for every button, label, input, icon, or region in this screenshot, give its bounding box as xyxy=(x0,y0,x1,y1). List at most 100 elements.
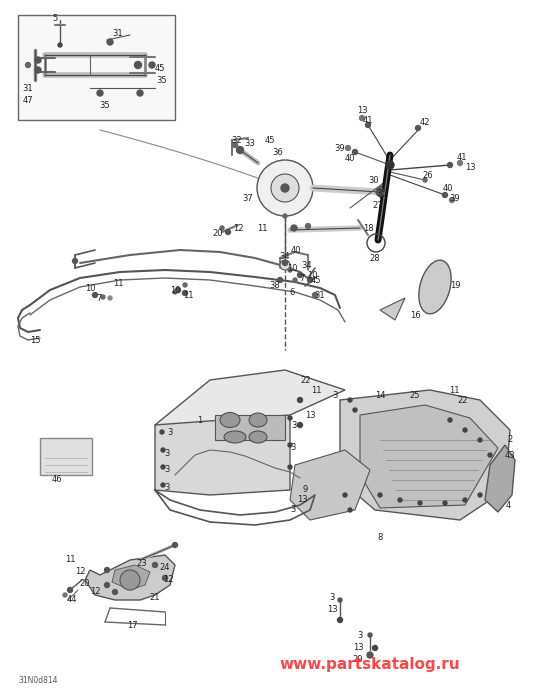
Circle shape xyxy=(463,428,467,432)
Circle shape xyxy=(105,582,110,587)
Circle shape xyxy=(163,575,168,580)
Circle shape xyxy=(282,261,287,265)
Circle shape xyxy=(297,272,302,277)
Circle shape xyxy=(348,508,352,512)
Circle shape xyxy=(35,57,41,63)
Text: 41: 41 xyxy=(363,115,373,124)
Circle shape xyxy=(183,291,187,295)
Circle shape xyxy=(366,122,371,127)
Text: 20: 20 xyxy=(213,229,223,238)
Text: 10: 10 xyxy=(287,263,297,272)
Text: 24: 24 xyxy=(159,564,170,573)
Text: 21: 21 xyxy=(150,593,160,601)
Text: 11: 11 xyxy=(183,291,193,300)
Text: 36: 36 xyxy=(273,147,284,156)
Text: 35: 35 xyxy=(157,76,168,85)
Text: 16: 16 xyxy=(410,311,420,320)
Text: 31: 31 xyxy=(315,291,325,300)
Circle shape xyxy=(226,229,230,234)
Text: 31N0d814: 31N0d814 xyxy=(18,676,57,685)
Circle shape xyxy=(458,161,462,165)
Text: 47: 47 xyxy=(23,95,33,104)
Ellipse shape xyxy=(419,260,451,314)
Text: 3: 3 xyxy=(329,594,335,603)
Circle shape xyxy=(345,145,351,151)
Text: 9: 9 xyxy=(302,486,308,495)
Circle shape xyxy=(368,633,372,637)
Circle shape xyxy=(373,646,378,651)
Circle shape xyxy=(101,295,105,299)
Text: 3: 3 xyxy=(164,448,170,457)
Circle shape xyxy=(149,62,155,68)
Text: 6: 6 xyxy=(289,288,295,297)
Polygon shape xyxy=(215,415,285,440)
Circle shape xyxy=(288,416,292,420)
Text: 34: 34 xyxy=(280,252,291,261)
Circle shape xyxy=(291,225,297,231)
Text: 3: 3 xyxy=(291,443,296,452)
Circle shape xyxy=(176,288,180,293)
Text: 39: 39 xyxy=(335,143,345,152)
Text: 38: 38 xyxy=(270,281,280,290)
Text: 10: 10 xyxy=(170,286,180,295)
Circle shape xyxy=(173,290,177,294)
Text: 35: 35 xyxy=(376,188,387,197)
Text: 15: 15 xyxy=(30,336,40,345)
Text: 14: 14 xyxy=(375,391,385,400)
Circle shape xyxy=(353,408,357,412)
FancyBboxPatch shape xyxy=(40,438,92,475)
Circle shape xyxy=(308,277,313,282)
Circle shape xyxy=(367,652,373,658)
Text: 43: 43 xyxy=(505,450,516,459)
Text: 10: 10 xyxy=(85,284,95,293)
Text: 35: 35 xyxy=(100,101,110,110)
Circle shape xyxy=(63,593,67,597)
Circle shape xyxy=(92,293,98,297)
Text: 3: 3 xyxy=(332,391,338,400)
Circle shape xyxy=(271,174,299,202)
Text: 12: 12 xyxy=(233,224,243,233)
Circle shape xyxy=(418,501,422,505)
Circle shape xyxy=(160,430,164,434)
Circle shape xyxy=(105,568,110,573)
Circle shape xyxy=(120,570,140,590)
Circle shape xyxy=(313,293,317,297)
Circle shape xyxy=(352,149,358,154)
Text: 33: 33 xyxy=(245,138,256,147)
Circle shape xyxy=(288,465,292,469)
Circle shape xyxy=(257,160,313,216)
Text: 40: 40 xyxy=(291,245,301,254)
Circle shape xyxy=(283,214,287,218)
Text: 3: 3 xyxy=(357,630,362,639)
Text: 28: 28 xyxy=(369,254,380,263)
Circle shape xyxy=(378,493,382,497)
Circle shape xyxy=(280,260,290,270)
Circle shape xyxy=(398,498,402,502)
Circle shape xyxy=(233,142,237,147)
Circle shape xyxy=(288,268,292,272)
Polygon shape xyxy=(290,450,370,520)
Text: 13: 13 xyxy=(304,411,315,420)
Ellipse shape xyxy=(249,431,267,443)
Text: 31: 31 xyxy=(113,28,124,38)
Text: 11: 11 xyxy=(257,224,267,233)
Text: 10: 10 xyxy=(307,270,317,279)
Text: 7: 7 xyxy=(299,274,304,282)
Circle shape xyxy=(488,453,492,457)
Text: 13: 13 xyxy=(357,106,367,115)
Text: 3: 3 xyxy=(291,505,296,514)
Text: 12: 12 xyxy=(90,587,100,596)
Circle shape xyxy=(72,259,77,263)
Circle shape xyxy=(97,90,103,96)
Text: 11: 11 xyxy=(311,386,321,395)
Circle shape xyxy=(220,226,224,230)
Circle shape xyxy=(281,184,289,192)
Circle shape xyxy=(35,67,41,73)
Circle shape xyxy=(153,562,157,568)
Circle shape xyxy=(337,617,343,623)
Text: 29: 29 xyxy=(353,655,363,664)
Text: 31: 31 xyxy=(23,83,33,92)
Text: 22: 22 xyxy=(301,375,311,384)
Circle shape xyxy=(478,438,482,442)
Circle shape xyxy=(416,126,420,131)
